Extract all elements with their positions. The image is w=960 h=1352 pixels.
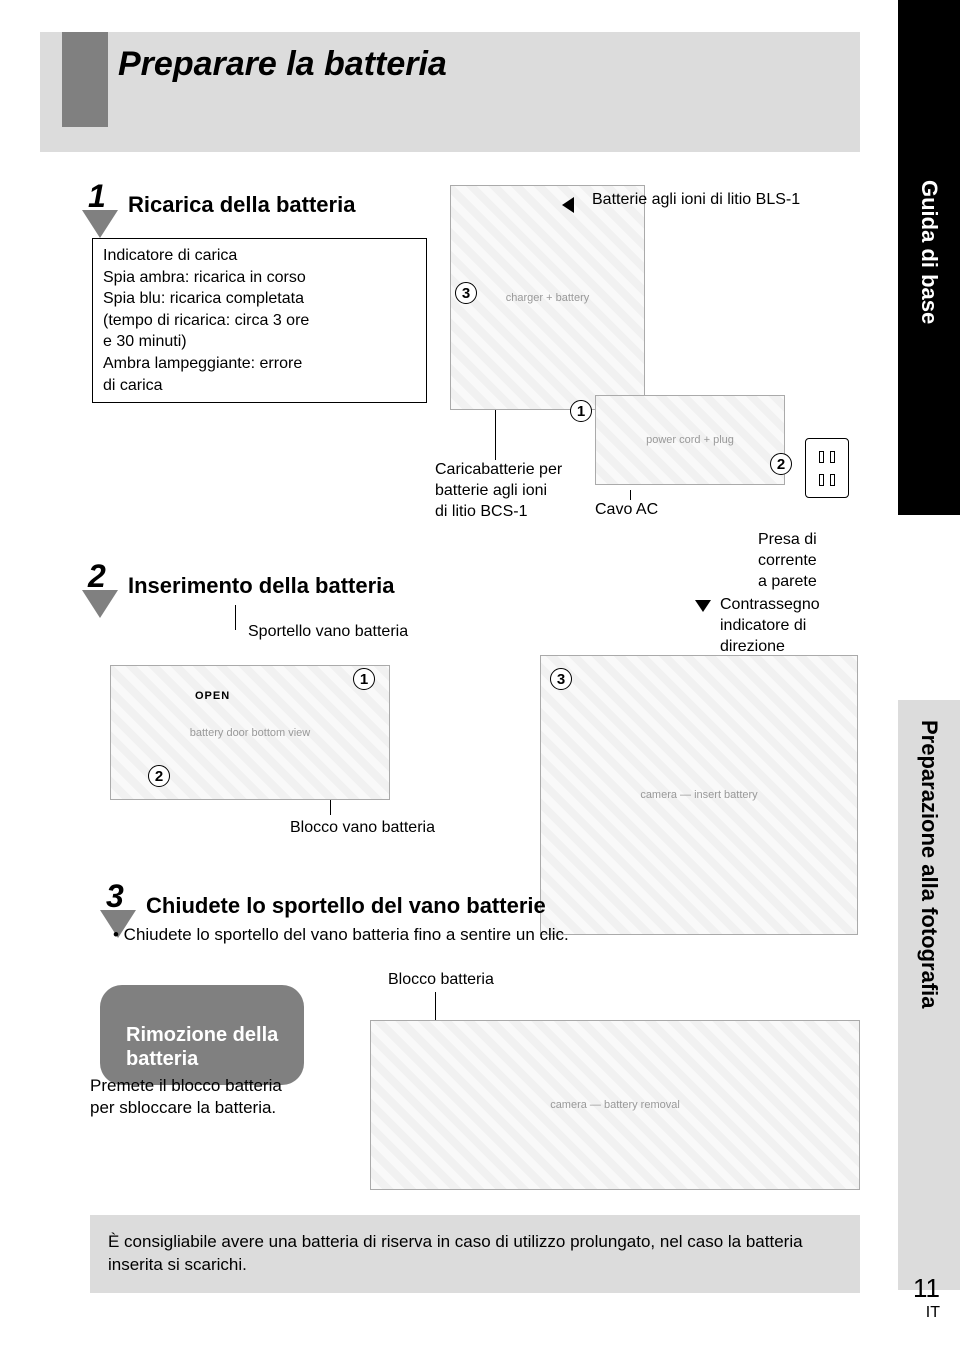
step-3-title: Chiudete lo sportello del vano batterie [146, 893, 546, 919]
removal-title: Rimozione della batteria [126, 1024, 278, 1070]
charge-indicator-text: Indicatore di carica Spia ambra: ricaric… [103, 247, 309, 394]
page-number-block: 11 IT [913, 1273, 940, 1322]
step2-circle-1: 1 [353, 668, 375, 690]
illus-battery-removal: camera — battery removal [370, 1020, 860, 1190]
step1-circle-1: 1 [570, 400, 592, 422]
label-battery-cover: Sportello vano batteria [248, 622, 408, 643]
wall-outlet-icon [805, 438, 849, 498]
side-tab-label-1: Guida di base [916, 180, 942, 324]
lang-code: IT [913, 1304, 940, 1322]
illus-camera-back: camera — insert battery [540, 655, 858, 935]
note-text: È consigliabile avere una batteria di ri… [108, 1232, 803, 1274]
label-battery-lock: Blocco batteria [388, 970, 494, 991]
step2-circle-2: 2 [148, 765, 170, 787]
step-3-bullet: • Chiudete lo sportello del vano batteri… [113, 925, 569, 945]
page-title: Preparare la batteria [118, 45, 447, 84]
pointer-battery [562, 197, 574, 213]
note-band: È consigliabile avere una batteria di ri… [90, 1215, 860, 1293]
illus-cable-plug: power cord + plug [595, 395, 785, 485]
label-direction-mark: Contrassegno indicatore di direzione [720, 595, 820, 657]
label-cable: Cavo AC [595, 500, 658, 521]
step-2-title: Inserimento della batteria [128, 573, 395, 599]
step-1-title: Ricarica della batteria [128, 192, 355, 218]
side-tab-label-2: Preparazione alla fotografia [916, 720, 942, 1009]
step1-circle-3: 3 [455, 282, 477, 304]
label-charger: Caricabatterie per batterie agli ioni di… [435, 460, 562, 522]
label-compartment-lock: Blocco vano batteria [290, 818, 435, 839]
label-outlet: Presa di corrente a parete [758, 530, 817, 592]
step2-circle-3: 3 [550, 668, 572, 690]
step-1-number: 1 [88, 178, 106, 215]
pointer-direction-mark [695, 600, 711, 612]
step-3-number: 3 [106, 878, 124, 915]
page-number: 11 [913, 1273, 940, 1304]
header-tab-accent [62, 32, 108, 127]
step1-circle-2: 2 [770, 453, 792, 475]
open-label: OPEN [195, 690, 230, 702]
illus-charger: charger + battery [450, 185, 645, 410]
step-2-number: 2 [88, 558, 106, 595]
removal-instruction: Premete il blocco batteria per sbloccare… [90, 1075, 282, 1119]
label-battery: Batterie agli ioni di litio BLS-1 [592, 190, 800, 211]
charge-indicator-info: Indicatore di carica Spia ambra: ricaric… [92, 238, 427, 403]
removal-pill: Rimozione della batteria [100, 985, 304, 1085]
